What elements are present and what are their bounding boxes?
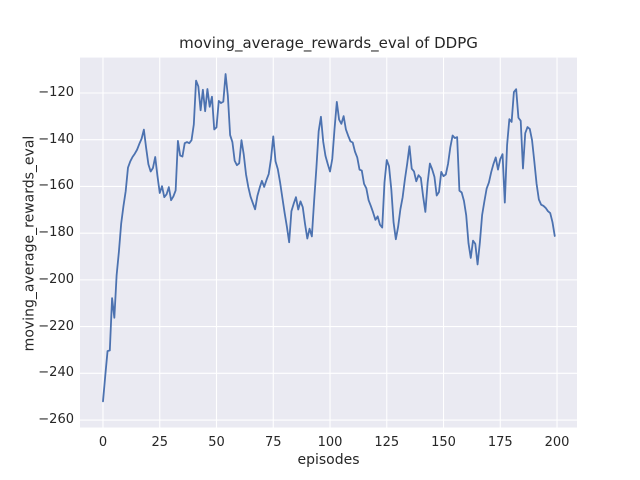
y-tick-label: −140 (38, 131, 74, 147)
y-tick-label: −240 (38, 365, 74, 381)
x-tick-label: 150 (431, 435, 456, 450)
y-tick-label: −160 (38, 178, 74, 194)
x-tick-label: 0 (98, 435, 108, 450)
y-tick-label: −220 (38, 318, 74, 334)
plot-background (80, 57, 577, 428)
x-tick-label: 125 (374, 435, 400, 450)
x-axis-label: episodes (297, 452, 360, 468)
x-tick-label: 175 (487, 435, 513, 450)
y-tick-label: −180 (38, 225, 74, 241)
x-tick-label: 75 (264, 435, 282, 450)
y-tick-label: −260 (38, 412, 74, 428)
x-tick-label: 50 (208, 435, 225, 450)
y-tick-label: −120 (38, 84, 74, 100)
series-line (102, 73, 556, 403)
x-tick-label: 200 (544, 435, 570, 450)
x-tick-label: 100 (317, 435, 343, 450)
y-tick-label: −200 (38, 271, 74, 287)
chart-title: moving_average_rewards_eval of DDPG (179, 34, 478, 52)
x-tick-label: 25 (151, 435, 168, 450)
